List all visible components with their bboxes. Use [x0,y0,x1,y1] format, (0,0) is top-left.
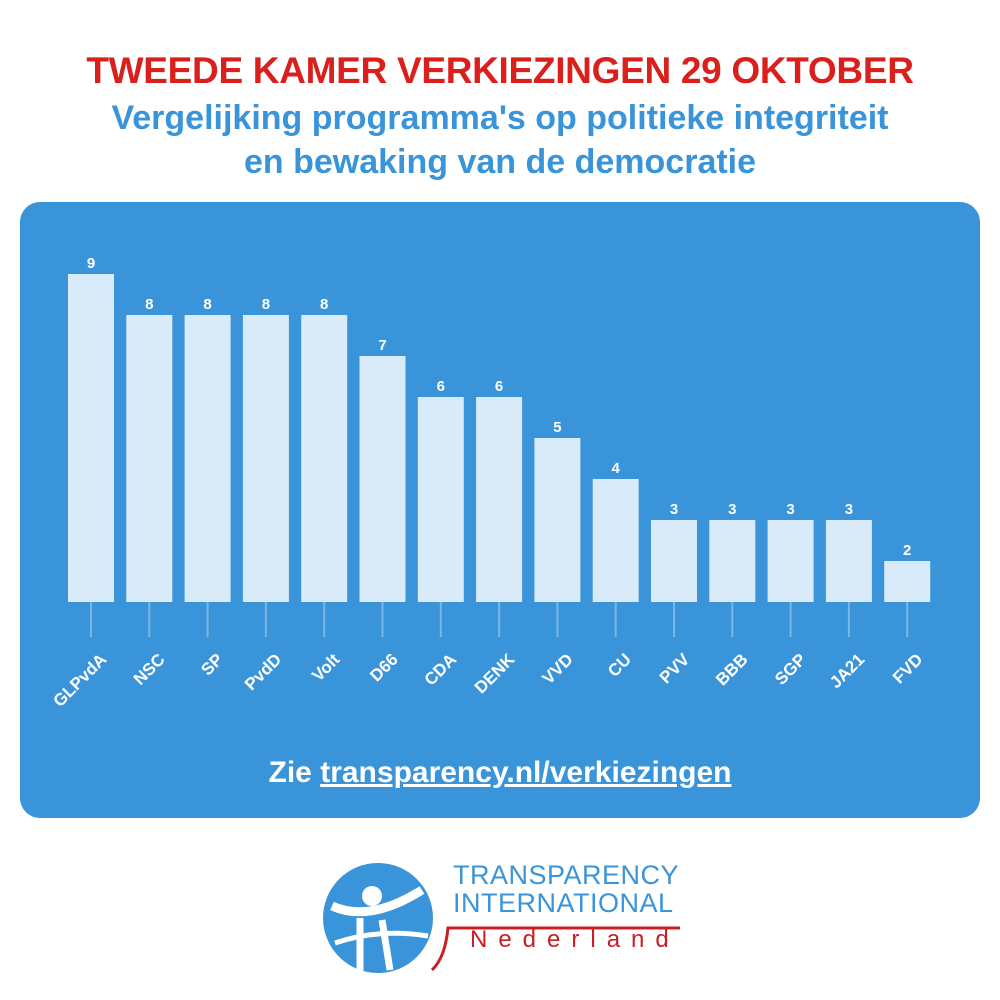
bar-CU [592,479,639,602]
data-label: 2 [903,542,911,559]
logo-text: TRANSPARENCY INTERNATIONAL [453,861,679,917]
data-label: 3 [786,501,794,518]
x-tick-label: GLPvdA [49,650,110,711]
logo-line-2: INTERNATIONAL [453,888,674,918]
data-label: 3 [728,501,736,518]
x-tick-label: PvdD [241,650,285,694]
x-tick-label: FVD [889,650,926,687]
bar-D66 [359,356,406,602]
bar-GLPvdA [68,274,114,602]
data-label: 8 [262,296,270,313]
bar-FVD [884,561,931,602]
x-tick-label: BBB [712,650,751,689]
bar-JA21 [825,520,872,602]
data-label: 5 [553,419,561,436]
bar-SGP [767,520,814,602]
logo-line-1: TRANSPARENCY [453,860,680,890]
data-label: 6 [437,378,445,395]
bar-DENK [476,397,523,602]
x-tick-label: PVV [656,649,694,687]
x-tick-label: SP [197,650,226,679]
data-label: 8 [203,296,211,313]
x-tick-label: CDA [421,650,460,689]
bar-BBB [709,520,756,602]
chart-title: TWEEDE KAMER VERKIEZINGEN 29 OKTOBER [86,50,914,91]
data-label: 3 [845,501,853,518]
footer-prefix: Zie [268,756,312,789]
x-tick-label: CU [604,650,635,681]
x-tick-label: Volt [308,650,343,685]
data-label: 6 [495,378,503,395]
x-tick-label: JA21 [826,650,868,692]
globe-icon [323,863,680,973]
footer-link-line: Zie transparency.nl/verkiezingen [0,756,1000,790]
website-link[interactable]: transparency.nl/verkiezingen [320,756,732,789]
data-label: 9 [87,255,95,272]
x-tick-label: D66 [366,650,401,685]
bar-PvdD [242,315,289,602]
bar-PVV [651,520,697,602]
bar-Volt [301,315,348,602]
bar-CDA [417,397,464,602]
logo-line-3: Nederland [470,926,680,953]
data-label: 4 [612,460,621,477]
bar-NSC [126,315,173,602]
data-label: 8 [320,296,328,313]
x-tick-label: DENK [471,649,519,697]
bar-VVD [534,438,581,602]
bar-chart: 9 GLPvdA 8 NSC 8 SP 8 PvdD 8 Volt 7 D66 6 CDA 6 DENK 5 VV… [49,255,931,711]
data-label: 3 [670,501,678,518]
data-label: 8 [145,296,153,313]
chart-subtitle: Vergelijking programma's op politieke in… [0,96,1000,184]
subtitle-line-2: en bewaking van de democratie [243,143,757,181]
data-label: 7 [378,337,386,354]
x-tick-label: NSC [130,650,169,689]
x-tick-label: VVD [539,650,577,688]
x-tick-label: SGP [771,650,810,689]
bar-SP [184,315,231,602]
subtitle-line-1: Vergelijking programma's op politieke in… [111,99,889,137]
